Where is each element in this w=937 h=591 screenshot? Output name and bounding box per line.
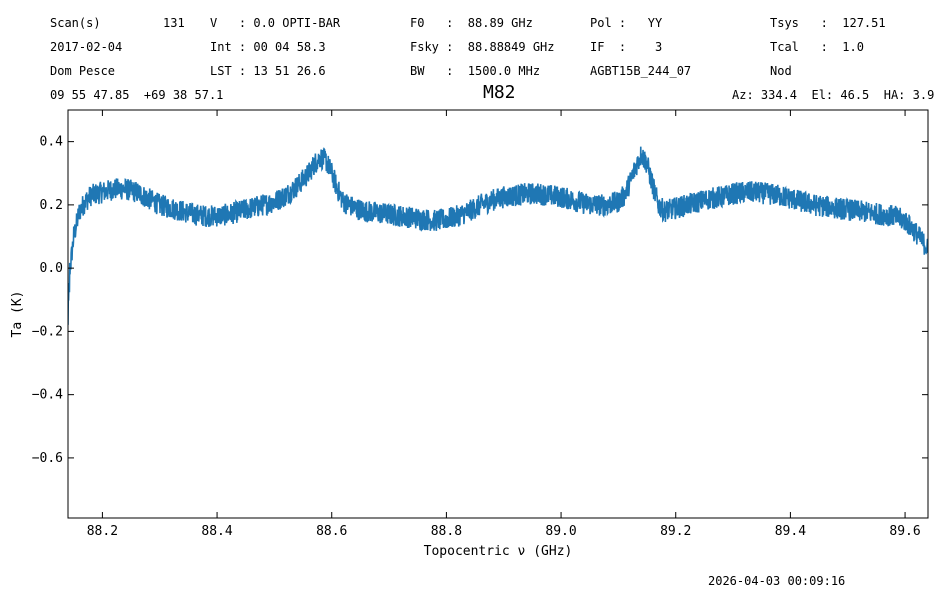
x-tick-label: 89.0: [545, 524, 576, 539]
f0-info: F0 : 88.89 GHz: [410, 16, 533, 30]
spectrum-line: [68, 146, 928, 325]
plot-frame: [67, 109, 929, 519]
observer-name: Dom Pesce: [50, 64, 116, 78]
observation-date: 2017-02-04: [50, 40, 123, 54]
x-tick-label: 89.6: [889, 524, 920, 539]
lst-info: LST : 13 51 26.6: [210, 64, 326, 78]
x-tick-label: 88.8: [431, 524, 462, 539]
bandwidth-info: BW : 1500.0 MHz: [410, 64, 541, 78]
project-id: AGBT15B_244_07: [590, 64, 692, 78]
timestamp: 2026-04-03 00:09:16: [708, 574, 846, 588]
tsys-info: Tsys : 127.51: [770, 16, 886, 30]
source-coordinates: 09 55 47.85 +69 38 57.1: [50, 88, 224, 102]
fsky-info: Fsky : 88.88849 GHz: [410, 40, 555, 54]
if-info: IF : 3: [590, 40, 663, 54]
scan-value: 131: [163, 16, 185, 30]
y-tick-label: −0.2: [32, 324, 63, 339]
x-axis-label: Topocentric ν (GHz): [424, 544, 573, 559]
y-tick-label: 0.0: [40, 261, 63, 276]
x-tick-label: 88.2: [87, 524, 118, 539]
scan-label: Scan(s): [50, 16, 101, 30]
chart-title: M82: [483, 82, 516, 103]
y-tick-label: −0.6: [32, 451, 63, 466]
polarization-info: Pol : YY: [590, 16, 663, 30]
x-tick-label: 89.4: [775, 524, 806, 539]
y-tick-label: −0.4: [32, 388, 63, 403]
y-tick-label: 0.4: [40, 135, 64, 150]
integration-time: Int : 00 04 58.3: [210, 40, 326, 54]
velocity-info: V : 0.0 OPTI-BAR: [210, 16, 341, 30]
tcal-info: Tcal : 1.0: [770, 40, 864, 54]
az-el-ha-info: Az: 334.4 El: 46.5 HA: 3.9: [732, 88, 935, 102]
y-axis-label: Ta (K): [10, 291, 25, 338]
y-tick-label: 0.2: [40, 198, 63, 213]
procedure-name: Nod: [770, 64, 792, 78]
x-tick-label: 88.6: [316, 524, 347, 539]
x-tick-label: 89.2: [660, 524, 691, 539]
x-tick-label: 88.4: [201, 524, 232, 539]
